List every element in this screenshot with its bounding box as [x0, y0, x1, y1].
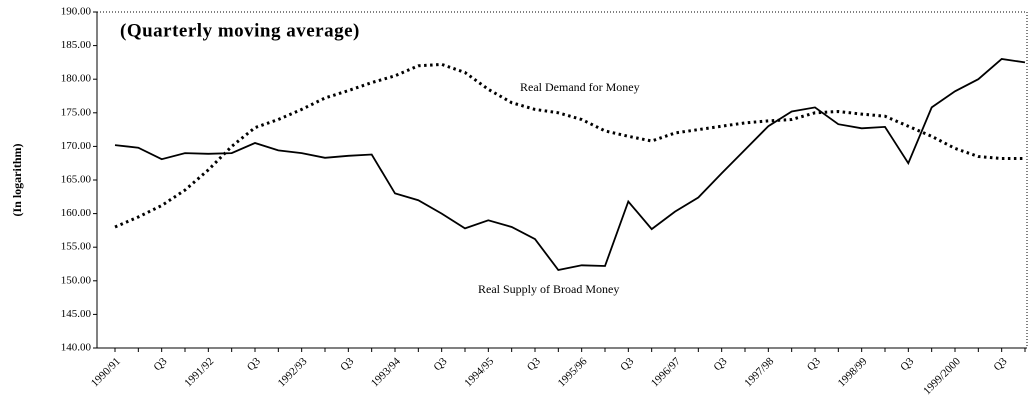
y-tick-label: 160.00 [61, 207, 92, 219]
x-tick-label: Q3 [618, 355, 636, 373]
x-tick-label: 1993/94 [369, 355, 403, 389]
x-tick-label: 1990/91 [89, 355, 123, 389]
y-tick-label: 170.00 [61, 140, 92, 152]
y-tick-label: 180.00 [61, 73, 92, 85]
y-tick-label: 190.00 [61, 6, 92, 18]
x-tick-label: Q3 [712, 355, 730, 373]
annotation: Real Demand for Money [520, 80, 640, 94]
x-tick-label: Q3 [152, 355, 170, 373]
line-series [114, 58, 1026, 271]
y-tick-label: 165.00 [61, 174, 92, 186]
chart-title: (Quarterly moving average) [120, 20, 360, 41]
y-tick-label: 140.00 [61, 342, 92, 354]
x-tick-label: 1997/98 [742, 355, 776, 389]
x-tick-label: Q3 [338, 355, 356, 373]
y-tick-label: 145.00 [61, 308, 92, 320]
x-tick-label: 1998/99 [836, 355, 870, 389]
x-tick-label: Q3 [525, 355, 543, 373]
y-tick-label: 155.00 [61, 241, 92, 253]
x-tick-label: 1991/92 [182, 355, 216, 389]
x-tick-label: Q3 [432, 355, 450, 373]
x-tick-label: Q3 [805, 355, 823, 373]
y-tick-label: 185.00 [61, 39, 92, 51]
y-tick-label: 150.00 [61, 274, 92, 286]
x-tick-label: 1995/96 [556, 355, 590, 389]
x-tick-label: 1992/93 [276, 355, 310, 389]
y-axis-label: (In logarithm) [10, 144, 24, 217]
line-series [114, 62, 1025, 229]
x-tick-label: 1999/2000 [921, 355, 963, 397]
x-tick-label: 1994/95 [462, 355, 496, 389]
x-tick-label: Q3 [898, 355, 916, 373]
y-tick-label: 175.00 [61, 106, 92, 118]
x-tick-label: Q3 [245, 355, 263, 373]
x-tick-label: 1996/97 [649, 355, 683, 389]
x-tick-label: Q3 [992, 355, 1010, 373]
annotation: Real Supply of Broad Money [478, 282, 619, 296]
